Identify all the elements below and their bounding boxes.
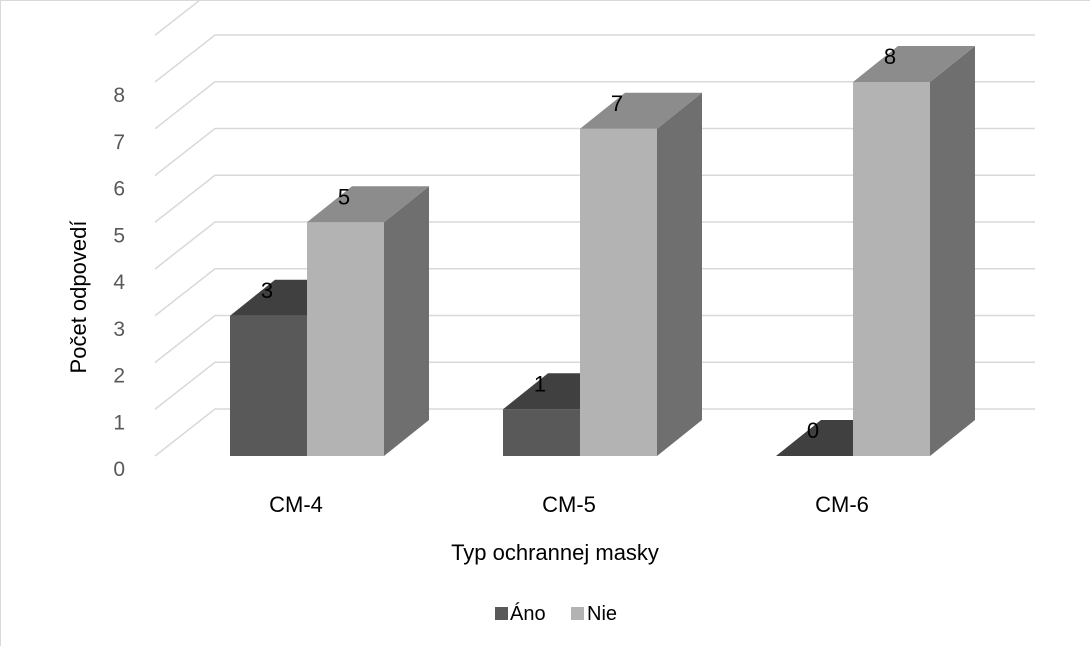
bar-side-face	[384, 186, 429, 456]
gridline	[154, 221, 1035, 270]
gridline	[154, 174, 1035, 223]
bar-Nie-CM-4	[307, 186, 429, 456]
bars	[230, 46, 975, 456]
gridline	[154, 81, 1035, 130]
y-tick-label: 7	[113, 131, 125, 154]
x-category-label: CM-5	[542, 492, 596, 517]
legend: Áno Nie	[495, 602, 617, 625]
legend-label-nie: Nie	[587, 603, 617, 625]
gridlines	[154, 0, 1035, 457]
bar-top-face	[580, 92, 702, 129]
x-category-label: CM-4	[269, 492, 323, 517]
legend-label-ano: Áno	[510, 602, 546, 625]
y-axis-title: Počet odpovedí	[66, 221, 91, 374]
gridline	[154, 34, 1035, 83]
bar-Nie-CM-5	[580, 92, 702, 456]
x-axis-categories: CM-4 CM-5 CM-6	[269, 492, 869, 517]
data-label: 3	[261, 278, 273, 303]
bar-side-face	[657, 92, 702, 456]
gridline	[154, 0, 202, 36]
bar-front-face	[853, 82, 930, 456]
y-tick-label: 8	[113, 84, 125, 107]
y-tick-label: 0	[113, 458, 125, 481]
y-tick-label: 3	[113, 318, 125, 341]
data-label: 0	[807, 418, 819, 443]
bar-top-face	[853, 46, 975, 82]
y-tick-label: 5	[113, 224, 125, 247]
y-tick-label: 2	[113, 365, 125, 388]
bar-front-face	[230, 315, 307, 456]
bar-front-face	[580, 128, 657, 456]
y-axis-ticks: 0 1 2 3 4 5 6 7 8	[113, 84, 125, 481]
y-tick-label: 4	[113, 271, 125, 294]
y-tick-label: 1	[113, 411, 125, 434]
bar-Nie-CM-6	[853, 46, 975, 456]
bar-top-face	[307, 186, 429, 223]
gridline	[154, 361, 1035, 410]
gridline	[154, 268, 1035, 317]
bar-front-face	[503, 409, 580, 456]
data-labels: 3 5 1 7 0 8	[261, 44, 896, 443]
legend-swatch-nie	[571, 607, 584, 620]
data-label: 8	[884, 44, 896, 69]
gridline	[154, 314, 1035, 364]
bar-front-face	[307, 222, 384, 456]
x-category-label: CM-6	[815, 492, 869, 517]
data-label: 5	[338, 184, 350, 209]
legend-swatch-ano	[495, 607, 508, 620]
gridline	[154, 408, 1035, 457]
gridline	[154, 127, 1035, 177]
x-axis-title: Typ ochrannej masky	[451, 540, 659, 565]
data-label: 7	[611, 91, 623, 116]
bar-side-face	[930, 46, 975, 456]
y-tick-label: 6	[113, 178, 125, 201]
data-label: 1	[534, 371, 546, 396]
